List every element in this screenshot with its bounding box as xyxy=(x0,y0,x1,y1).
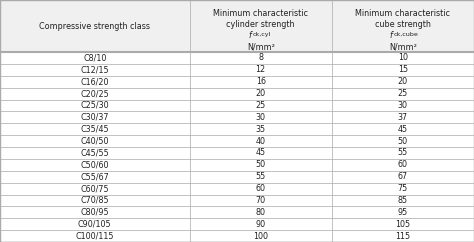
Text: C25/30: C25/30 xyxy=(81,101,109,110)
Text: 55: 55 xyxy=(398,148,408,158)
Text: 25: 25 xyxy=(255,101,266,110)
Text: 115: 115 xyxy=(395,232,410,241)
Text: 45: 45 xyxy=(255,148,266,158)
Text: 40: 40 xyxy=(255,136,266,146)
Text: C100/115: C100/115 xyxy=(75,232,114,241)
Text: cube strength: cube strength xyxy=(375,20,431,29)
Text: C8/10: C8/10 xyxy=(83,53,107,62)
Text: 25: 25 xyxy=(398,89,408,98)
Text: 105: 105 xyxy=(395,220,410,229)
Text: cylinder strength: cylinder strength xyxy=(227,20,295,29)
Text: 45: 45 xyxy=(398,125,408,134)
Text: 12: 12 xyxy=(255,65,266,74)
Text: Minimum characteristic: Minimum characteristic xyxy=(356,9,450,18)
Text: f: f xyxy=(249,31,252,40)
Text: C60/75: C60/75 xyxy=(81,184,109,193)
Text: 95: 95 xyxy=(398,208,408,217)
Text: f: f xyxy=(390,31,392,40)
Text: 16: 16 xyxy=(255,77,266,86)
Text: 85: 85 xyxy=(398,196,408,205)
Text: C16/20: C16/20 xyxy=(81,77,109,86)
Text: 20: 20 xyxy=(255,89,266,98)
Text: 60: 60 xyxy=(398,160,408,169)
Text: C70/85: C70/85 xyxy=(81,196,109,205)
Text: 30: 30 xyxy=(255,113,266,122)
Text: C45/55: C45/55 xyxy=(81,148,109,158)
Text: 35: 35 xyxy=(255,125,266,134)
Text: C90/105: C90/105 xyxy=(78,220,111,229)
Text: 80: 80 xyxy=(255,208,266,217)
Text: 75: 75 xyxy=(398,184,408,193)
Text: C20/25: C20/25 xyxy=(81,89,109,98)
Text: 55: 55 xyxy=(255,172,266,181)
Text: 100: 100 xyxy=(253,232,268,241)
Text: 10: 10 xyxy=(398,53,408,62)
Text: C35/45: C35/45 xyxy=(81,125,109,134)
Text: 50: 50 xyxy=(398,136,408,146)
Text: C80/95: C80/95 xyxy=(81,208,109,217)
Text: 15: 15 xyxy=(398,65,408,74)
Text: C50/60: C50/60 xyxy=(81,160,109,169)
Text: C55/67: C55/67 xyxy=(81,172,109,181)
Text: 8: 8 xyxy=(258,53,263,62)
Text: C40/50: C40/50 xyxy=(81,136,109,146)
Text: 20: 20 xyxy=(398,77,408,86)
Text: ck,cube: ck,cube xyxy=(393,32,418,37)
Text: 30: 30 xyxy=(398,101,408,110)
Text: 67: 67 xyxy=(398,172,408,181)
Text: Minimum characteristic: Minimum characteristic xyxy=(213,9,308,18)
Text: N/mm²: N/mm² xyxy=(389,42,417,51)
Text: 90: 90 xyxy=(255,220,266,229)
Bar xyxy=(0,0,474,52)
Text: Compressive strength class: Compressive strength class xyxy=(39,22,150,30)
Text: 70: 70 xyxy=(255,196,266,205)
Text: ck,cyl: ck,cyl xyxy=(253,32,271,37)
Text: 37: 37 xyxy=(398,113,408,122)
Text: N/mm²: N/mm² xyxy=(247,42,274,51)
Text: C30/37: C30/37 xyxy=(81,113,109,122)
Text: C12/15: C12/15 xyxy=(81,65,109,74)
Text: 50: 50 xyxy=(255,160,266,169)
Text: 60: 60 xyxy=(255,184,266,193)
